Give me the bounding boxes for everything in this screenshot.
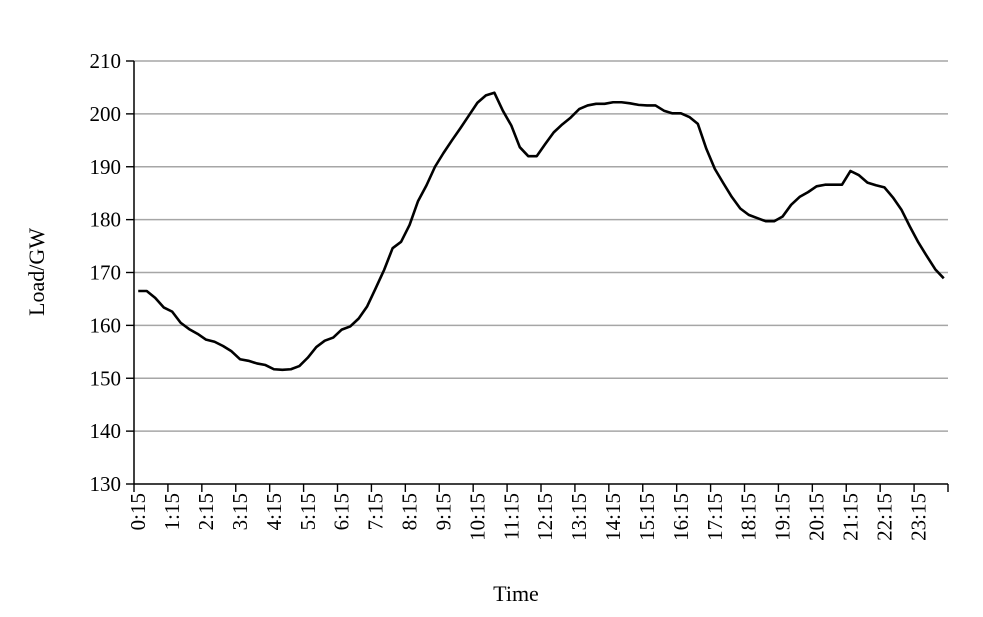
y-tick-label: 130 bbox=[90, 472, 122, 496]
y-tick-label: 200 bbox=[90, 102, 122, 126]
x-tick-label: 0:15 bbox=[126, 493, 150, 530]
y-tick-label: 140 bbox=[90, 419, 122, 443]
x-tick-label: 18:15 bbox=[737, 493, 761, 541]
x-tick-label: 13:15 bbox=[567, 493, 591, 541]
y-tick-label: 210 bbox=[90, 49, 122, 73]
x-tick-label: 17:15 bbox=[703, 493, 727, 541]
x-tick-label: 9:15 bbox=[432, 493, 456, 530]
x-tick-label: 7:15 bbox=[364, 493, 388, 530]
x-tick-label: 14:15 bbox=[601, 493, 625, 541]
x-tick-label: 22:15 bbox=[872, 493, 896, 541]
x-tick-label: 23:15 bbox=[906, 493, 930, 541]
y-tick-label: 150 bbox=[90, 366, 122, 390]
y-tick-label: 180 bbox=[90, 208, 122, 232]
y-axis-title: Load/GW bbox=[24, 228, 49, 316]
x-tick-label: 10:15 bbox=[465, 493, 489, 541]
x-tick-label: 8:15 bbox=[398, 493, 422, 530]
x-tick-label: 16:15 bbox=[669, 493, 693, 541]
x-tick-label: 21:15 bbox=[839, 493, 863, 541]
x-tick-label: 1:15 bbox=[160, 493, 184, 530]
y-tick-label: 160 bbox=[90, 313, 122, 337]
x-tick-label: 6:15 bbox=[330, 493, 354, 530]
y-axis-ticks: 130 140 150 160 170 180 190 200 210 bbox=[90, 49, 134, 496]
load-series-line bbox=[138, 91, 945, 372]
x-tick-label: 2:15 bbox=[194, 493, 218, 530]
x-tick-label: 4:15 bbox=[262, 493, 286, 530]
x-tick-label: 20:15 bbox=[805, 493, 829, 541]
y-tick-label: 170 bbox=[90, 261, 122, 285]
x-tick-label: 3:15 bbox=[228, 493, 252, 530]
x-axis-title: Time bbox=[493, 581, 539, 606]
x-axis-ticks: 0:15 1:15 2:15 3:15 4:15 5:15 6:15 7:15 8:15 9:15… bbox=[126, 484, 949, 541]
gridlines bbox=[134, 60, 948, 432]
x-tick-label: 11:15 bbox=[499, 493, 523, 540]
y-tick-label: 190 bbox=[90, 155, 122, 179]
x-tick-label: 19:15 bbox=[771, 493, 795, 541]
x-tick-label: 5:15 bbox=[296, 493, 320, 530]
x-tick-label: 12:15 bbox=[533, 493, 557, 541]
x-tick-label: 15:15 bbox=[635, 493, 659, 541]
